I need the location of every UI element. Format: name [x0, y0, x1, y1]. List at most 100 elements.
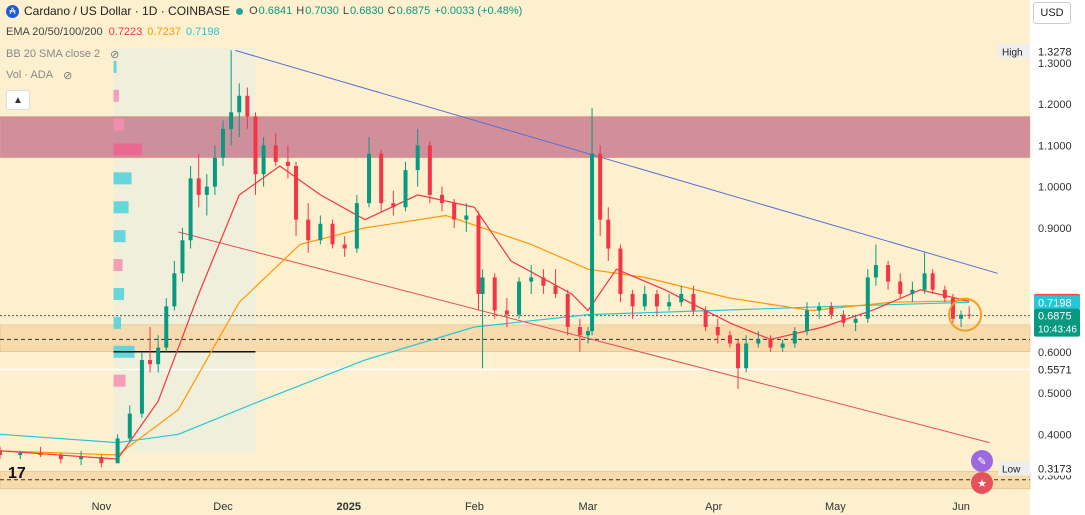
candle-body-62 [703, 310, 708, 327]
candle-body-73 [829, 306, 834, 315]
price-tag-bg-4 [1034, 308, 1080, 337]
chart-title[interactable]: Cardano / US Dollar · 1D · COINBASE [24, 4, 231, 18]
currency-label: USD [1040, 7, 1064, 19]
candle-body-43 [492, 277, 497, 311]
candle-body-85 [959, 314, 964, 319]
candle-body-52 [590, 153, 595, 332]
candle-body-84 [950, 298, 955, 319]
ema-legend[interactable]: EMA 20/50/100/200 0.7223 0.7237 0.7198 [6, 24, 220, 40]
currency-selector[interactable]: USD [1033, 2, 1071, 24]
y-tick-label-1: 1.2000 [1038, 99, 1072, 111]
candle-body-3 [58, 454, 63, 460]
candle-body-86 [967, 314, 972, 316]
candle-body-5 [99, 457, 104, 464]
candle-body-37 [427, 145, 432, 195]
vol-label: Vol · ADA [6, 69, 54, 81]
candle-body-23 [261, 145, 266, 175]
candle-body-64 [727, 335, 732, 344]
candle-body-14 [188, 178, 193, 241]
price-tag-5: 0.5571 [1038, 364, 1072, 376]
countdown-tag-4: 10:43:46 [1038, 325, 1077, 336]
price-highlight-circle [948, 297, 983, 332]
candle-body-78 [886, 265, 891, 282]
ohlc-open-label: O [249, 5, 258, 17]
cardano-logo-icon: ₳ [6, 4, 19, 18]
candle-body-55 [618, 248, 623, 294]
y-tick-label-0: 1.3000 [1038, 58, 1072, 70]
candle-body-42 [480, 277, 485, 294]
price-tag-4: 0.6875 [1038, 311, 1072, 323]
candle-body-26 [294, 165, 299, 220]
time-axis-panel [0, 488, 1030, 515]
candle-body-47 [541, 277, 546, 286]
candle-body-33 [379, 153, 384, 204]
x-tick-label-0: Nov [92, 501, 112, 513]
x-tick-label-4: Mar [579, 501, 598, 513]
candle-body-75 [853, 318, 858, 323]
candle-body-41 [476, 215, 481, 294]
candle-body-32 [367, 153, 372, 204]
zone-0 [0, 116, 1031, 158]
bb-legend[interactable]: BB 20 SMA close 2 ⊘ [6, 46, 119, 62]
candle-body-2 [38, 452, 43, 455]
volume-profile-bar-0 [113, 60, 117, 73]
volume-profile-bar-8 [113, 287, 125, 300]
tradingview-logo[interactable]: 17 [8, 465, 26, 482]
ema-label: EMA 20/50/100/200 [6, 26, 103, 38]
eye-hidden-icon[interactable]: ⊘ [110, 48, 120, 61]
candle-body-49 [565, 293, 570, 327]
ema20-value: 0.7223 [108, 26, 143, 38]
candle-body-30 [342, 244, 347, 249]
header-row: ₳ Cardano / US Dollar · 1D · COINBASE O … [6, 3, 526, 19]
volume-profile-bar-2 [113, 118, 125, 131]
candle-body-66 [744, 343, 749, 369]
candle-body-4 [79, 457, 84, 460]
ohlc-high-value: 0.7030 [305, 5, 339, 17]
candle-body-81 [922, 273, 927, 290]
candle-body-61 [691, 293, 696, 311]
x-tick-label-6: May [825, 501, 846, 513]
candle-body-72 [817, 306, 822, 311]
candle-body-69 [780, 343, 785, 348]
ideas-icon[interactable]: ✎ [971, 450, 993, 472]
trendline-0 [235, 49, 998, 274]
volume-profile-bar-5 [113, 201, 129, 214]
candle-body-18 [221, 128, 226, 158]
candle-body-79 [898, 281, 903, 294]
candle-body-46 [529, 277, 534, 282]
volume-profile-bar-3 [113, 143, 143, 156]
ema50-value: 0.7237 [147, 26, 181, 38]
candle-body-57 [642, 293, 647, 307]
market-status-dot [236, 7, 244, 15]
candle-body-67 [756, 339, 761, 344]
candle-body-12 [172, 273, 177, 307]
candle-body-68 [768, 339, 773, 348]
volume-profile-bar-4 [113, 172, 132, 185]
candle-body-15 [196, 178, 201, 195]
price-tag-bg-0 [1034, 44, 1080, 59]
vol-legend[interactable]: Vol · ADA ⊘ [6, 67, 72, 83]
candle-body-16 [204, 186, 209, 195]
trendline-1 [178, 231, 990, 444]
candle-body-25 [285, 161, 290, 166]
y-tick-label-6: 0.5000 [1038, 388, 1072, 400]
candle-body-21 [245, 95, 250, 117]
candle-body-6 [115, 438, 120, 464]
candle-body-10 [156, 347, 161, 365]
candle-body-8 [139, 360, 144, 414]
eye-hidden-icon[interactable]: ⊘ [63, 69, 73, 82]
flag-icon[interactable]: ★ [971, 472, 993, 494]
candle-body-56 [630, 293, 635, 307]
volume-profile-bar-1 [113, 89, 119, 102]
candle-body-31 [354, 203, 359, 249]
price-tag-label-bg-6 [998, 461, 1030, 476]
ema200-line [0, 301, 970, 444]
volume-profile-bar-11 [113, 374, 126, 387]
price-tag-3: 0.7198 [1038, 297, 1072, 309]
y-tick-label-2: 1.1000 [1038, 140, 1072, 152]
candle-body-27 [306, 219, 311, 241]
collapse-legend-button[interactable]: ▲ [6, 90, 30, 110]
candle-body-60 [679, 293, 684, 303]
price-tag-label-6: Low [1002, 464, 1021, 475]
